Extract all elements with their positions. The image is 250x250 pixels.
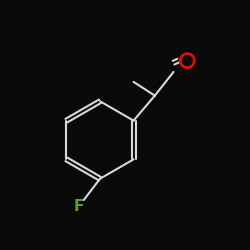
Text: F: F [74,199,84,214]
